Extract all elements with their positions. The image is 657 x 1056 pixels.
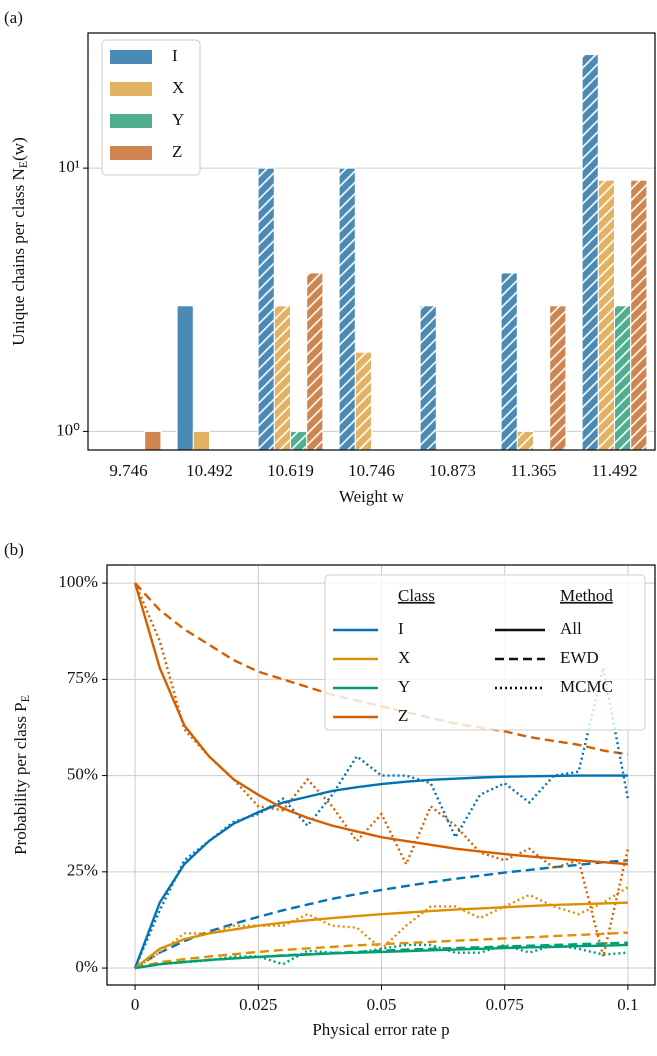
panel-label: (b): [4, 540, 24, 559]
legend-label: EWD: [560, 648, 599, 667]
x-tick-label: 10.492: [186, 461, 233, 480]
line-series: [134, 941, 628, 970]
panel-label: (a): [4, 8, 23, 27]
y-tick-label: 0%: [75, 957, 98, 976]
line-series: [134, 943, 628, 970]
x-axis-label: Physical error rate p: [312, 1020, 449, 1039]
plot-frame: [87, 32, 656, 451]
bar-hatch: [549, 305, 566, 450]
bar-hatch: [258, 168, 275, 450]
legend-label: I: [398, 619, 404, 638]
x-tick-label: 10.873: [429, 461, 476, 480]
y-tick-label: 25%: [67, 861, 98, 880]
legend-swatch: [110, 114, 152, 128]
line-series: [134, 859, 628, 970]
x-tick-label: 0.1: [617, 995, 638, 1014]
y-tick-label: 75%: [67, 668, 98, 687]
line-series: [133, 582, 628, 866]
x-tick-label: 10.619: [267, 461, 314, 480]
legend-label: I: [172, 46, 178, 65]
bar-hatch: [420, 305, 437, 450]
x-tick-label: 10.746: [348, 461, 395, 480]
y-axis-label: Probability per class PE: [11, 695, 32, 855]
legend-label: All: [560, 619, 582, 638]
y-tick-label: 50%: [67, 764, 98, 783]
x-tick-label: 11.492: [591, 461, 637, 480]
x-tick-label: 9.746: [109, 461, 147, 480]
line-series: [134, 886, 629, 970]
x-tick-label: 0.075: [486, 995, 524, 1014]
bar-hatch: [290, 431, 307, 450]
bar-hatch: [630, 180, 647, 450]
legend-label: Y: [398, 677, 410, 696]
bar-hatch: [306, 272, 323, 450]
bar: [192, 430, 211, 451]
legend-label: Y: [172, 110, 184, 129]
legend-label: Z: [398, 706, 408, 725]
legend-swatch: [110, 82, 152, 96]
legend-box: [101, 39, 201, 176]
bar: [176, 305, 194, 451]
x-tick-label: 11.365: [510, 461, 556, 480]
bar: [144, 430, 162, 451]
bar-hatch: [598, 180, 615, 450]
bar-hatch: [339, 168, 356, 450]
y-axis-label: Unique chains per class NE(w): [9, 137, 30, 345]
bar-hatch: [274, 305, 291, 450]
bar-hatch: [501, 272, 518, 450]
legend-label: X: [398, 648, 410, 667]
bar-hatch: [582, 54, 599, 450]
bar-hatch: [517, 431, 534, 450]
legend-label: Z: [172, 142, 182, 161]
legend-box: [324, 574, 646, 731]
x-tick-label: 0.05: [367, 995, 397, 1014]
y-tick-label: 10⁰: [56, 420, 80, 439]
legend-title: Method: [560, 586, 613, 605]
legend-swatch: [110, 146, 152, 160]
legend-swatch: [110, 50, 152, 64]
x-tick-label: 0: [131, 995, 140, 1014]
x-tick-label: 0.025: [239, 995, 277, 1014]
line-series: [133, 582, 630, 957]
bar-hatch: [614, 305, 631, 450]
x-axis-label: Weight w: [339, 487, 405, 506]
legend-title: Class: [398, 586, 435, 605]
line-series: [134, 931, 628, 970]
legend-label: MCMC: [560, 677, 613, 696]
line-series: [134, 901, 628, 970]
y-tick-label: 10¹: [58, 157, 80, 176]
y-tick-label: 100%: [58, 572, 98, 591]
legend-label: X: [172, 78, 184, 97]
line-series: [133, 774, 628, 969]
plot-frame: [106, 564, 656, 986]
bar-hatch: [355, 352, 372, 450]
